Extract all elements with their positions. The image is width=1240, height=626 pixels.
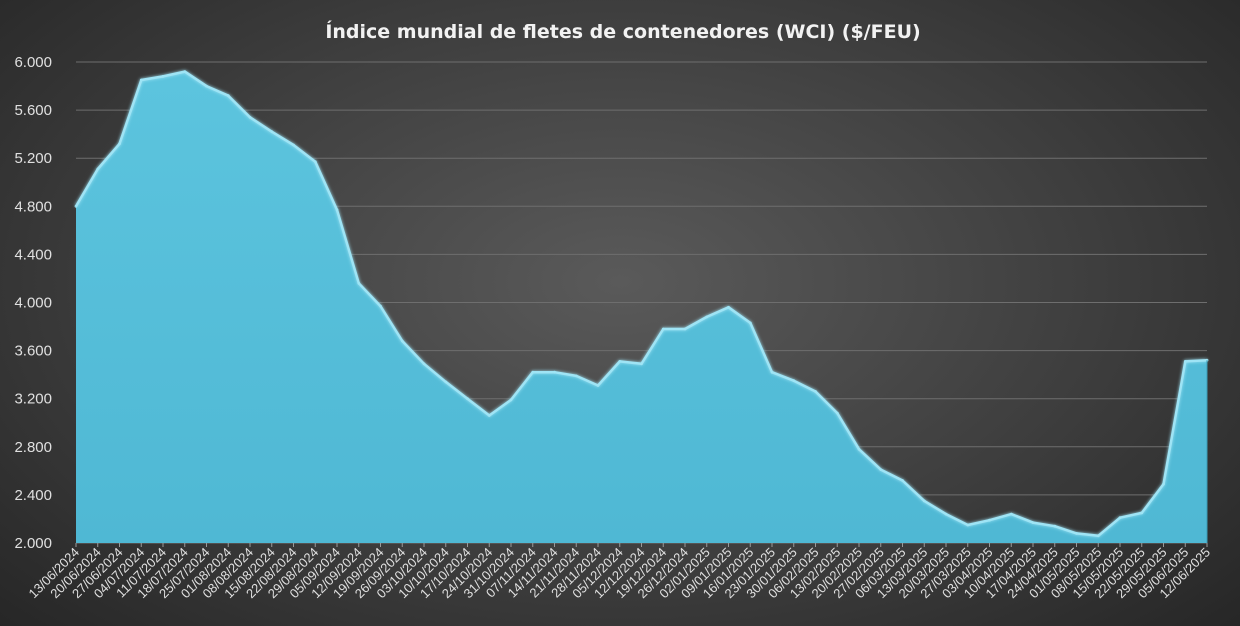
data-point [835, 411, 839, 415]
data-point [139, 78, 143, 82]
data-point [857, 447, 861, 451]
data-point [466, 397, 469, 401]
y-tick-label: 4.000 [14, 295, 52, 312]
data-point [444, 380, 448, 384]
data-point [1205, 358, 1209, 362]
y-tick-label: 3.200 [14, 391, 52, 408]
data-point [531, 370, 535, 374]
data-point [1031, 521, 1035, 524]
data-point [705, 315, 709, 319]
data-point [357, 281, 361, 285]
data-point [661, 327, 665, 331]
data-point [313, 160, 317, 164]
data-point [748, 321, 752, 325]
data-point [422, 362, 426, 366]
data-point [118, 142, 121, 146]
data-point [1009, 512, 1013, 516]
y-tick-label: 4.400 [14, 246, 52, 263]
data-point [553, 370, 556, 374]
data-point [618, 360, 622, 363]
data-point [1183, 360, 1187, 363]
data-point [292, 143, 295, 147]
x-axis-ticks: 13/06/202420/06/202427/06/202404/07/2024… [25, 543, 1213, 601]
y-tick-label: 2.000 [14, 535, 52, 552]
y-axis-ticks: 2.000 2.400 2.800 3.200 3.600 4.000 4.400 4.800… [14, 54, 52, 552]
data-point [966, 523, 970, 527]
data-point [1118, 516, 1122, 520]
data-point [335, 208, 339, 212]
series-area [76, 71, 1207, 543]
data-point [901, 479, 904, 482]
y-tick-label: 5.200 [14, 150, 52, 167]
data-point [248, 115, 252, 119]
y-tick-label: 2.800 [14, 439, 52, 456]
y-tick-label: 2.400 [14, 487, 52, 504]
y-tick-label: 6.000 [14, 54, 52, 71]
data-point [727, 305, 730, 309]
data-point [205, 84, 208, 88]
data-point [596, 384, 600, 387]
chart-title: Índice mundial de fletes de contenedores… [325, 20, 920, 43]
data-point [161, 75, 165, 78]
data-point [683, 327, 687, 331]
data-point [792, 379, 796, 383]
data-point [1162, 482, 1165, 486]
data-point [1053, 524, 1057, 528]
data-point [988, 518, 991, 522]
y-tick-label: 5.600 [14, 102, 52, 119]
data-point [379, 304, 382, 308]
data-point [574, 374, 578, 378]
data-point [270, 130, 274, 134]
data-point [814, 390, 817, 393]
data-point [879, 468, 883, 471]
data-point [944, 512, 948, 516]
y-tick-label: 3.600 [14, 343, 52, 360]
data-point [1140, 511, 1144, 515]
data-point [1096, 534, 1100, 538]
data-point [770, 370, 774, 374]
plot-area [74, 70, 1209, 543]
data-point [400, 339, 404, 343]
y-tick-label: 4.800 [14, 198, 52, 215]
data-point [487, 414, 491, 417]
data-point [922, 499, 926, 503]
data-point [640, 362, 643, 366]
data-point [183, 70, 187, 73]
data-point [74, 204, 78, 208]
data-point [1075, 532, 1078, 535]
data-point [96, 167, 100, 171]
data-point [509, 398, 513, 402]
data-point [226, 94, 230, 98]
